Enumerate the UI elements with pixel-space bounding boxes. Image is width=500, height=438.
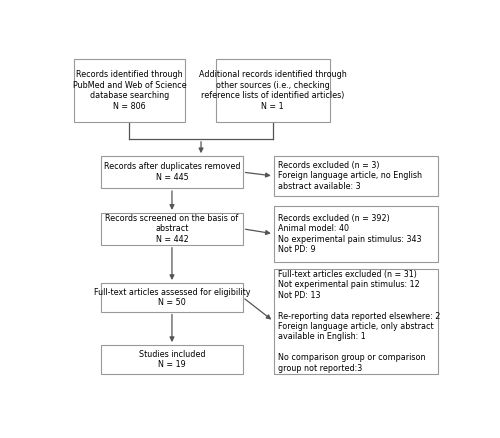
FancyBboxPatch shape: [74, 59, 184, 122]
Text: Studies included
N = 19: Studies included N = 19: [138, 350, 205, 369]
Text: Full-text articles excluded (n = 31)
Not experimental pain stimulus: 12
Not PD: : Full-text articles excluded (n = 31) Not…: [278, 270, 440, 373]
FancyBboxPatch shape: [274, 206, 438, 261]
Text: Records identified through
PubMed and Web of Science
database searching
N = 806: Records identified through PubMed and We…: [72, 71, 186, 111]
FancyBboxPatch shape: [101, 213, 242, 245]
Text: Records screened on the basis of
abstract
N = 442: Records screened on the basis of abstrac…: [106, 214, 238, 244]
FancyBboxPatch shape: [274, 156, 438, 196]
FancyBboxPatch shape: [101, 283, 242, 311]
Text: Additional records identified through
other sources (i.e., checking
reference li: Additional records identified through ot…: [199, 71, 346, 111]
Text: Full-text articles assessed for eligibility
N = 50: Full-text articles assessed for eligibil…: [94, 287, 250, 307]
FancyBboxPatch shape: [274, 269, 438, 374]
FancyBboxPatch shape: [101, 156, 242, 188]
FancyBboxPatch shape: [216, 59, 330, 122]
Text: Records excluded (n = 3)
Foreign language article, no English
abstract available: Records excluded (n = 3) Foreign languag…: [278, 161, 422, 191]
Text: Records excluded (n = 392)
Animal model: 40
No experimental pain stimulus: 343
N: Records excluded (n = 392) Animal model:…: [278, 214, 422, 254]
Text: Records after duplicates removed
N = 445: Records after duplicates removed N = 445: [104, 162, 240, 182]
FancyBboxPatch shape: [101, 345, 242, 374]
